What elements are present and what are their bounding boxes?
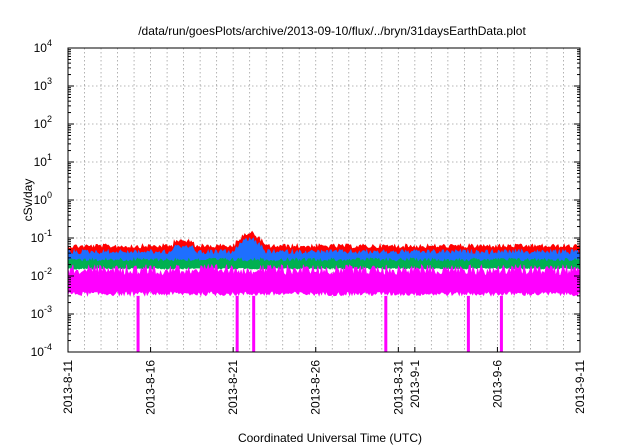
chart-title: /data/run/goesPlots/archive/2013-09-10/f… — [138, 24, 526, 38]
y-tick-label: 104 — [34, 38, 52, 55]
dropout-spike — [466, 295, 470, 352]
y-tick-label: 101 — [34, 152, 52, 169]
dropout-spike — [384, 295, 388, 352]
y-tick-label: 103 — [34, 76, 52, 93]
series-layer — [67, 230, 581, 352]
y-tick-label: 10-1 — [31, 228, 52, 245]
series-band-4 — [67, 263, 581, 297]
y-tick-label: 10-2 — [31, 266, 52, 283]
x-tick-label: 2013-9-11 — [573, 360, 587, 414]
y-axis-label: cSv/day — [21, 179, 35, 222]
x-tick-label: 2013-8-16 — [144, 360, 158, 415]
x-axis-ticks: 2013-8-11 2013-8-16 2013-8-21 2013-8-26 2013… — [61, 347, 587, 415]
x-tick-label: 2013-9-6 — [490, 360, 504, 408]
x-tick-label: 2013-8-26 — [309, 360, 323, 415]
x-tick-label: 2013-8-21 — [226, 360, 240, 415]
y-tick-label: 100 — [34, 190, 52, 207]
y-tick-label: 10-4 — [31, 342, 52, 359]
x-axis-label: Coordinated Universal Time (UTC) — [238, 431, 422, 445]
y-tick-label: 102 — [34, 114, 52, 131]
x-tick-label: 2013-8-11 — [61, 360, 75, 414]
grid-lines — [68, 48, 580, 352]
dropout-spike — [499, 295, 503, 352]
dropout-spike — [252, 295, 256, 352]
y-axis-ticks: 10-4 10-3 10-2 10-1 100 101 102 103 104 — [31, 38, 580, 359]
y-tick-label: 10-3 — [31, 304, 52, 321]
dropout-spike — [235, 295, 239, 352]
dropout-spike — [136, 295, 140, 352]
x-tick-label: 2013-9-1 — [408, 360, 422, 408]
x-tick-label: 2013-8-31 — [391, 360, 405, 415]
